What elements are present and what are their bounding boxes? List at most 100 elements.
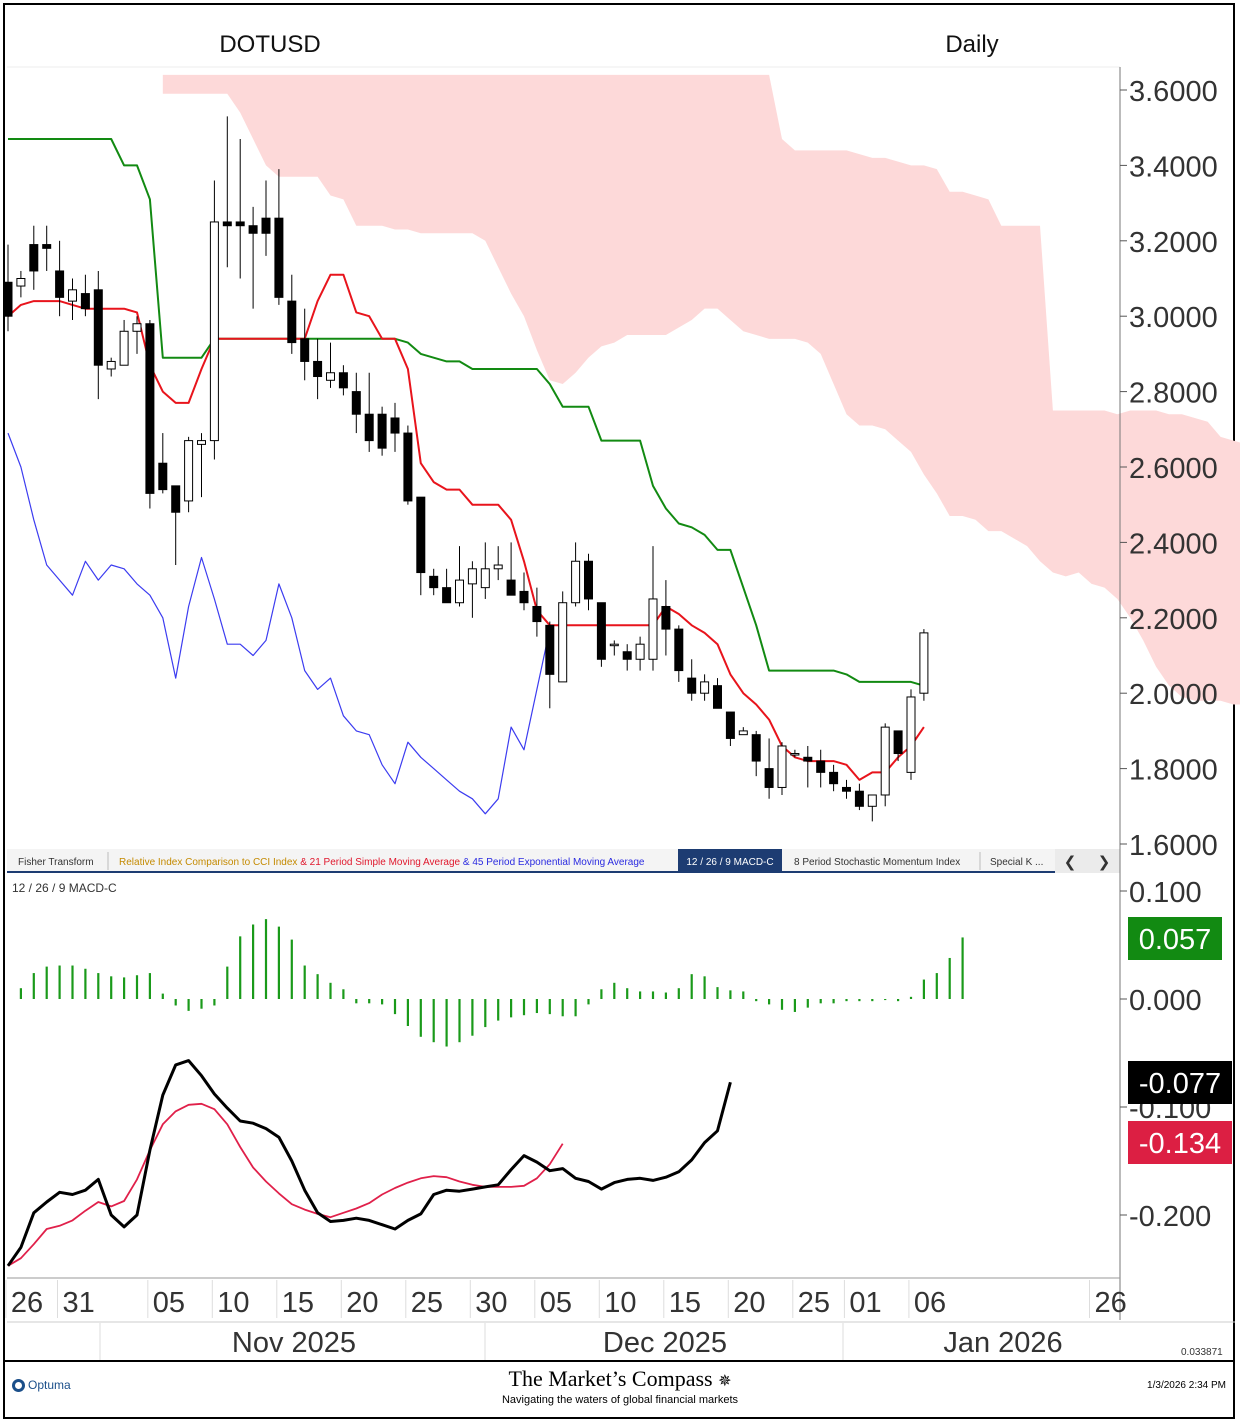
candle-body	[313, 360, 323, 378]
candle-body	[184, 440, 194, 502]
chart-symbol: DOTUSD	[219, 31, 320, 58]
candle-body	[442, 587, 452, 604]
macd-plot	[6, 919, 964, 1267]
tab-macd-label: 12 / 26 / 9 MACD-C	[686, 857, 773, 868]
candle-body	[829, 771, 839, 785]
candle-body	[403, 432, 413, 502]
price-tick-label: 2.6000	[1129, 453, 1218, 485]
candle-body	[42, 244, 52, 249]
indicator-tab-bar: Fisher Transform Relative Index Comparis…	[7, 849, 1120, 873]
tab-scroll-right-icon[interactable]: ❯	[1098, 853, 1111, 871]
candle-body	[854, 790, 864, 807]
candle-body	[777, 745, 787, 788]
footer-subtitle: Navigating the waters of global financia…	[501, 1394, 738, 1406]
day-tick-label: 30	[475, 1287, 507, 1319]
candle-body	[235, 221, 245, 227]
candle-body	[584, 560, 593, 600]
candle-body	[68, 289, 77, 302]
macd-last-badge	[1128, 1061, 1232, 1104]
candle-body	[326, 372, 335, 381]
day-tick-label: 26	[1095, 1287, 1127, 1319]
day-tick-label: 15	[669, 1287, 701, 1319]
scale-readout: 0.033871	[1181, 1347, 1223, 1358]
day-tick-label: 05	[540, 1287, 572, 1319]
day-tick-label: 31	[63, 1287, 95, 1319]
price-tick-label: 2.2000	[1129, 604, 1218, 636]
day-tick-label: 25	[798, 1287, 830, 1319]
candle-body	[867, 794, 877, 807]
candle-body	[480, 568, 490, 589]
candle-body	[455, 579, 464, 604]
day-tick-label: 26	[11, 1287, 43, 1319]
tab-macd-active[interactable]	[678, 849, 782, 872]
candle-body	[274, 217, 284, 298]
candle-body	[661, 605, 671, 630]
candle-body	[429, 575, 439, 589]
tab-stochastic-momentum[interactable]: 8 Period Stochastic Momentum Index	[794, 857, 960, 868]
candle-body	[197, 440, 206, 445]
day-tick-label: 01	[849, 1287, 881, 1319]
signal-line	[7, 1102, 564, 1267]
tab-relative-index-part1: Relative Index Comparison to CCI Index	[119, 857, 297, 868]
candle-body	[209, 221, 219, 442]
day-tick-label: 10	[217, 1287, 249, 1319]
day-tick-label: 20	[346, 1287, 378, 1319]
tab-scroll-left-icon[interactable]: ❮	[1064, 853, 1077, 871]
candle-body	[622, 651, 632, 660]
candle-body	[700, 681, 710, 694]
price-tick-label: 3.6000	[1129, 76, 1218, 108]
candle-body	[55, 270, 65, 298]
macd-line	[6, 1059, 732, 1267]
price-tick-label: 2.8000	[1129, 378, 1218, 410]
optuma-logo: Optuma	[12, 1378, 71, 1392]
candle-body	[596, 602, 606, 660]
day-tick-label: 20	[733, 1287, 765, 1319]
tab-relative-index[interactable]: Relative Index Comparison to CCI Index &…	[119, 857, 645, 868]
candle-body	[880, 726, 890, 796]
tab-special-k[interactable]: Special K ...	[990, 857, 1043, 868]
candle-body	[545, 624, 555, 675]
day-tick-label: 15	[282, 1287, 314, 1319]
month-label: Jan 2026	[943, 1327, 1062, 1359]
candle-body	[16, 278, 26, 287]
month-label: Nov 2025	[232, 1327, 356, 1359]
candle-body	[93, 289, 103, 366]
optuma-logo-icon	[12, 1378, 25, 1392]
candle-body	[364, 413, 374, 442]
candle-body	[635, 643, 645, 660]
candle-body	[106, 360, 116, 370]
price-tick-label: 3.0000	[1129, 302, 1218, 334]
candle-body	[29, 244, 39, 272]
candle-body	[725, 711, 735, 739]
candle-body	[248, 225, 258, 234]
candle-body	[713, 685, 722, 709]
macd-tick-label: 0.000	[1129, 985, 1202, 1017]
axes: 3.6000 3.4000 3.2000 3.0000 2.8000 2.6000 2.40…	[5, 67, 1235, 1360]
price-tick-label: 2.4000	[1129, 528, 1218, 560]
candle-body	[506, 579, 516, 596]
macd-tick-label: -0.200	[1129, 1201, 1211, 1233]
ichimoku-cloud	[162, 74, 1240, 705]
price-tick-label: 3.2000	[1129, 227, 1218, 259]
candle-body	[609, 643, 619, 647]
candle-body	[467, 568, 477, 585]
candle-body	[790, 753, 800, 756]
macd-last-value: -0.077	[1139, 1068, 1221, 1100]
candle-body	[300, 338, 310, 362]
candle-body	[3, 281, 13, 317]
chart-frame	[3, 3, 1235, 1419]
price-tick-label: 1.8000	[1129, 755, 1218, 787]
green-line	[8, 138, 925, 687]
candle-body	[751, 734, 761, 762]
macd-panel-title: 12 / 26 / 9 MACD-C	[12, 881, 117, 895]
compass-icon: ✵	[718, 1373, 732, 1390]
tab-fisher-transform[interactable]: Fisher Transform	[18, 857, 94, 868]
red-line	[7, 273, 925, 781]
signal-last-badge	[1128, 1121, 1232, 1164]
candle-body	[222, 221, 232, 227]
macd-tick-label: 0.100	[1129, 877, 1202, 909]
signal-last-value: -0.134	[1139, 1128, 1221, 1160]
price-tick-label: 3.4000	[1129, 151, 1218, 183]
candle-body	[893, 730, 903, 755]
hist-last-badge	[1128, 917, 1222, 960]
